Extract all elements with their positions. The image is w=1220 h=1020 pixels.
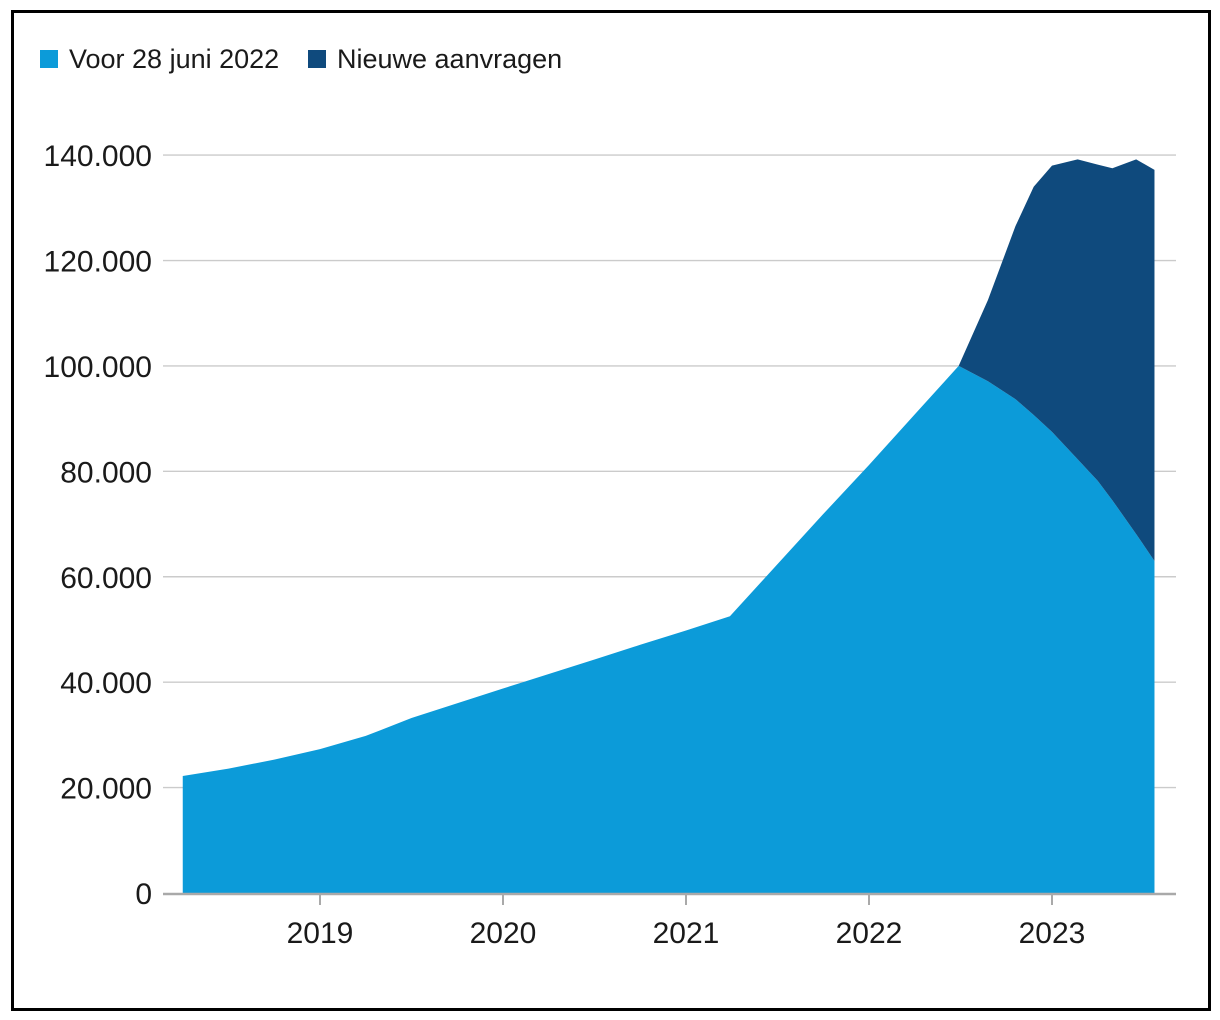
y-axis-tick-label: 100.000	[44, 351, 152, 384]
legend-item-voor-28-juni-2022: Voor 28 juni 2022	[40, 44, 279, 74]
y-axis-tick-label: 0	[135, 878, 152, 911]
legend-label: Voor 28 juni 2022	[69, 43, 280, 74]
y-axis-tick-label: 120.000	[44, 246, 152, 279]
x-axis-tick-label: 2020	[470, 917, 537, 950]
y-axis-tick-label: 20.000	[60, 773, 152, 806]
y-axis-tick-label: 40.000	[60, 667, 152, 700]
x-axis-tick-label: 2023	[1019, 917, 1086, 950]
legend: Voor 28 juni 2022 Nieuwe aanvragen	[0, 44, 1220, 74]
y-axis-tick-label: 140.000	[44, 140, 152, 173]
area-nieuwe-aanvragen	[958, 159, 1155, 561]
legend-item-nieuwe-aanvragen: Nieuwe aanvragen	[308, 44, 562, 74]
legend-swatch-dark-blue	[308, 50, 326, 68]
y-axis-tick-label: 80.000	[60, 456, 152, 489]
x-axis-tick-label: 2019	[287, 917, 354, 950]
area-voor-28-juni-2022	[182, 365, 1155, 893]
x-axis-tick-label: 2022	[836, 917, 903, 950]
x-axis-tick-label: 2021	[653, 917, 720, 950]
y-axis-tick-label: 60.000	[60, 562, 152, 595]
legend-label: Nieuwe aanvragen	[337, 43, 563, 74]
legend-swatch-light-blue	[40, 50, 58, 68]
